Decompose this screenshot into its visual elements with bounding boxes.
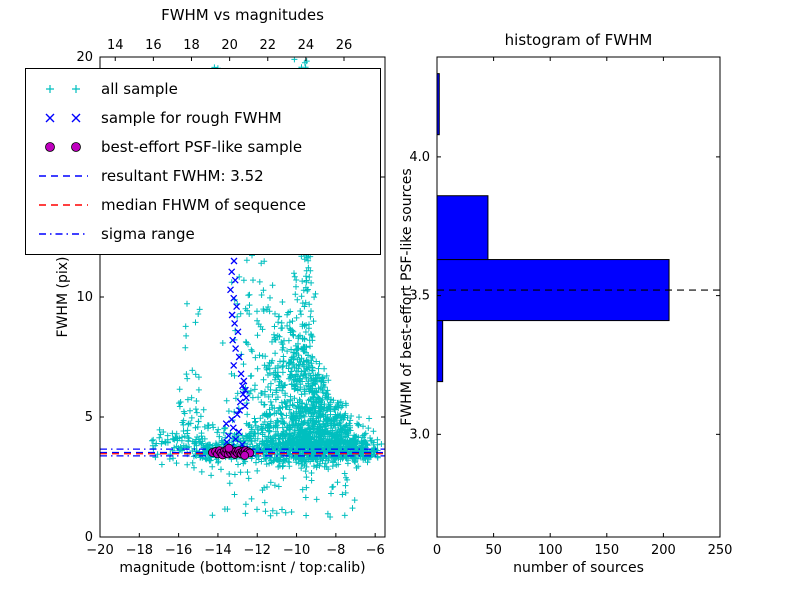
svg-text:50: 50 xyxy=(485,543,502,558)
svg-text:−16: −16 xyxy=(165,543,192,558)
svg-text:14: 14 xyxy=(107,38,124,53)
line-sample xyxy=(39,175,88,177)
svg-text:150: 150 xyxy=(594,543,619,558)
svg-text:3.5: 3.5 xyxy=(409,289,430,304)
right-plot-ylabel: FWHM of best-effort PSF-like sources xyxy=(399,168,415,426)
legend-item: median FHWM of sequence xyxy=(36,193,370,217)
histogram-bar xyxy=(436,195,489,261)
legend-item: sample for rough FWHM xyxy=(36,106,370,130)
line-sample xyxy=(39,233,88,235)
svg-text:18: 18 xyxy=(183,38,200,53)
legend-label: median FHWM of sequence xyxy=(101,196,306,214)
legend-label: resultant FWHM: 3.52 xyxy=(101,167,264,185)
svg-text:200: 200 xyxy=(651,543,676,558)
svg-text:−6: −6 xyxy=(366,543,385,558)
svg-text:100: 100 xyxy=(538,543,563,558)
circle-marker-sample xyxy=(45,142,81,152)
svg-text:250: 250 xyxy=(708,543,733,558)
left-plot: −20−18−16−14−12−10−8−6051015201416182022… xyxy=(76,38,386,558)
svg-text:3.0: 3.0 xyxy=(409,427,430,442)
psf-like-point xyxy=(224,443,234,453)
svg-text:−18: −18 xyxy=(126,543,153,558)
legend-item: resultant FWHM: 3.52 xyxy=(36,164,370,188)
legend: all sample sample for rough FWHM best-effo… xyxy=(25,68,381,255)
legend-label: sample for rough FWHM xyxy=(101,109,282,127)
svg-text:24: 24 xyxy=(298,38,315,53)
legend-item: sigma range xyxy=(36,222,370,246)
left-plot-title: FWHM vs magnitudes xyxy=(161,6,324,24)
legend-label: all sample xyxy=(101,80,178,98)
svg-text:−8: −8 xyxy=(326,543,345,558)
histogram-bar xyxy=(436,320,444,383)
legend-label: sigma range xyxy=(101,225,195,243)
right-plot-title: histogram of FWHM xyxy=(504,31,653,49)
svg-text:5: 5 xyxy=(85,410,93,425)
svg-text:4.0: 4.0 xyxy=(409,150,430,165)
svg-text:10: 10 xyxy=(76,290,93,305)
left-plot-xlabel: magnitude (bottom:isnt / top:calib) xyxy=(119,560,366,576)
svg-text:−14: −14 xyxy=(204,543,231,558)
psf-like-point xyxy=(240,450,250,460)
svg-text:0: 0 xyxy=(85,530,93,545)
svg-text:26: 26 xyxy=(336,38,353,53)
svg-text:20: 20 xyxy=(76,50,93,65)
plus-marker-sample xyxy=(46,85,80,93)
svg-text:−20: −20 xyxy=(86,543,113,558)
right-plot-frame xyxy=(436,56,721,538)
svg-text:16: 16 xyxy=(145,38,162,53)
svg-text:0: 0 xyxy=(433,543,441,558)
legend-item: best-effort PSF-like sample xyxy=(36,135,370,159)
right-plot: 0 50 100 150 200 250 3.0 3.5 4.0 xyxy=(409,56,733,558)
x-marker-sample xyxy=(45,113,81,123)
svg-text:−10: −10 xyxy=(283,543,310,558)
legend-label: best-effort PSF-like sample xyxy=(101,138,303,156)
svg-text:20: 20 xyxy=(221,38,238,53)
svg-text:22: 22 xyxy=(259,38,276,53)
svg-text:−12: −12 xyxy=(244,543,271,558)
line-sample xyxy=(39,204,88,206)
right-plot-xlabel: number of sources xyxy=(513,560,644,576)
legend-item: all sample xyxy=(36,77,370,101)
